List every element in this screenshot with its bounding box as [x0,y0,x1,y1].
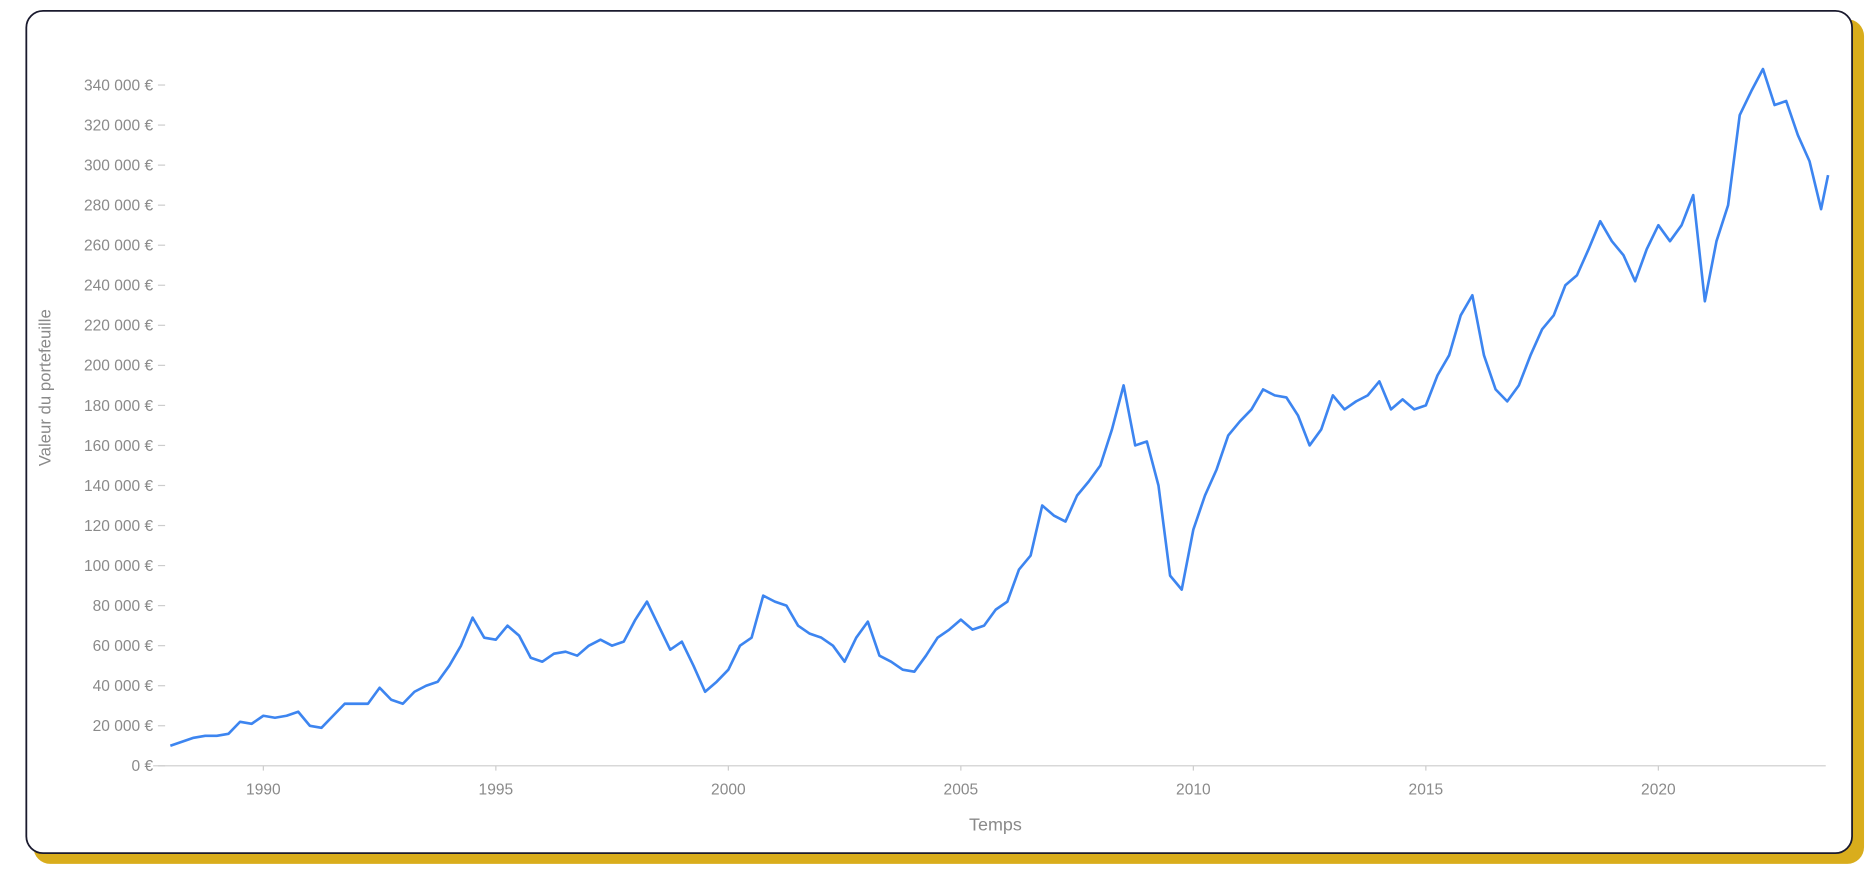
y-tick-label: 60 000 € [93,638,154,655]
y-tick-label: 220 000 € [84,318,154,335]
y-tick-label: 200 000 € [84,358,154,375]
y-tick-label: 20 000 € [93,718,154,735]
y-tick-label: 180 000 € [84,398,154,415]
data-line [169,67,1830,748]
y-tick-label: 0 € [132,758,154,775]
y-tick-label: 340 000 € [84,77,154,94]
y-tick-label: 280 000 € [84,198,154,215]
y-tick-label: 260 000 € [84,238,154,255]
y-tick-label: 240 000 € [84,278,154,295]
y-tick-label: 120 000 € [84,518,154,535]
x-tick-label: 2015 [1409,782,1444,799]
y-tick-label: 100 000 € [84,558,154,575]
y-tick-label: 140 000 € [84,478,154,495]
y-tick-label: 160 000 € [84,438,154,455]
x-tick-label: 1995 [479,782,514,799]
y-tick-label: 40 000 € [93,678,154,695]
x-tick-label: 2020 [1641,782,1676,799]
card [25,9,1853,855]
y-axis-label: Valeur du portefeuille [35,309,54,466]
x-tick-label: 2010 [1176,782,1211,799]
x-tick-label: 2000 [711,782,746,799]
y-tick-label: 300 000 € [84,157,154,174]
x-tick-label: 2005 [944,782,979,799]
y-tick-label: 320 000 € [84,117,154,134]
x-axis-label: Temps [969,814,1022,834]
y-tick-label: 80 000 € [93,598,154,615]
x-tick-label: 1990 [246,782,281,799]
